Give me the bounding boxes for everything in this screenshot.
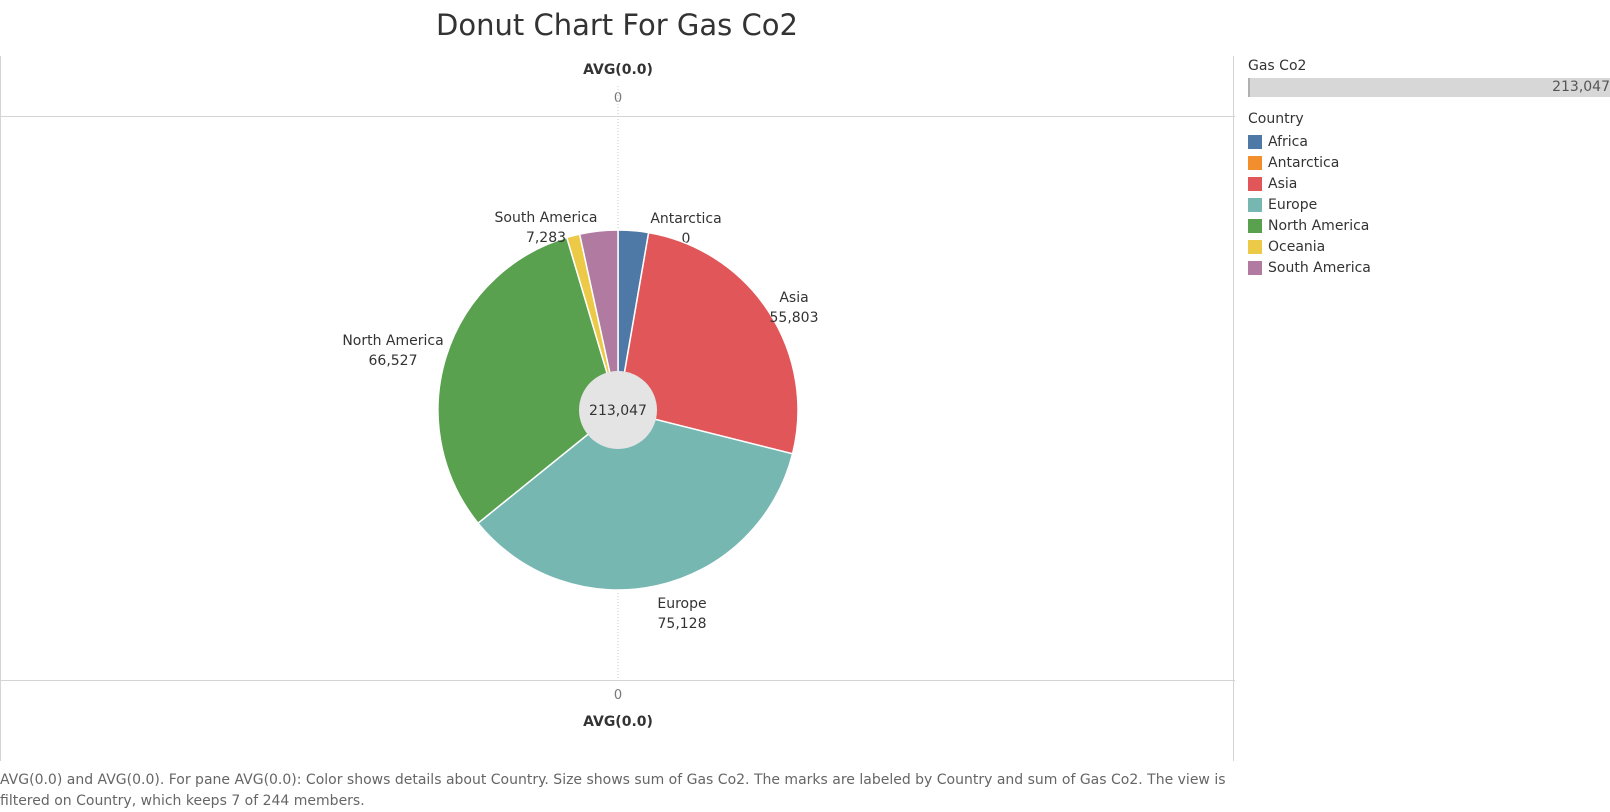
legend-swatch [1248,197,1262,212]
color-legend-title: Country [1248,111,1304,127]
bottom-axis-line [1,680,1235,681]
legend-label: North America [1268,217,1370,234]
slice-asia[interactable] [617,231,799,455]
size-legend-title: Gas Co2 [1248,58,1307,74]
data-label-europe: Europe 75,128 [657,596,706,632]
legend-item[interactable]: Asia [1248,173,1610,194]
legend-item[interactable]: Antarctica [1248,152,1610,173]
chart-view: AVG(0.0) 0 0 AVG(0.0) Antarctica 0 Asia 55,… [0,56,1235,761]
size-legend-bar: 213,047 [1248,78,1610,97]
legend-label: Asia [1268,175,1298,192]
legend-item[interactable]: Europe [1248,194,1610,215]
chart-title: Donut Chart For Gas Co2 [436,8,798,42]
legend-swatch [1248,155,1262,170]
legend-item[interactable]: South America [1248,257,1610,278]
donut-hole [579,371,657,449]
legend-label: Europe [1268,196,1318,213]
bottom-axis-title: AVG(0.0) [583,714,653,730]
legend-item[interactable]: Oceania [1248,236,1610,257]
bottom-axis-tick: 0 [613,688,623,703]
data-label-north-america: North America 66,527 [342,333,443,369]
size-legend-value: 213,047 [1552,79,1610,95]
data-label-antarctica: Antarctica 0 [650,211,721,247]
data-label-asia: Asia 55,803 [770,290,819,326]
legend-swatch [1248,260,1262,275]
slice-south-america[interactable] [578,229,619,411]
slice-europe[interactable] [476,409,794,591]
slice-north-america[interactable] [437,236,619,525]
legend-label: Africa [1268,133,1308,150]
legend-item[interactable]: Africa [1248,131,1610,152]
legend-swatch [1248,176,1262,191]
top-axis-title: AVG(0.0) [583,62,653,78]
center-total-label: 213,047 [589,403,647,419]
legend-item[interactable]: North America [1248,215,1610,236]
legend-label: South America [1268,259,1371,276]
caption: AVG(0.0) and AVG(0.0). For pane AVG(0.0)… [0,772,1226,809]
legend-swatch [1248,134,1262,149]
legend-swatch [1248,239,1262,254]
color-legend-items: Africa Antarctica Asia Europe North America O… [1248,131,1610,278]
data-label-south-america: South America 7,283 [495,210,598,246]
donut-chart: Antarctica 0 Asia 55,803 Europe 75,128 North A… [342,86,819,680]
legend-label: Antarctica [1268,154,1340,171]
legend-swatch [1248,218,1262,233]
legend: Gas Co2 213,047 Country Africa Antarctica… [1248,58,1610,278]
legend-label: Oceania [1268,238,1326,255]
